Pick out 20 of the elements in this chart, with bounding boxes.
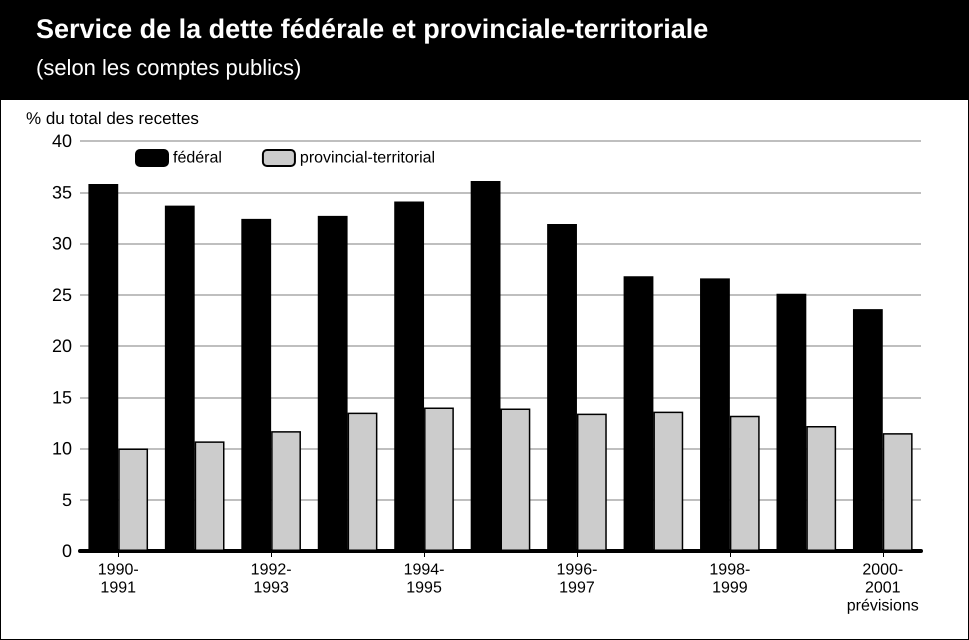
y-tick-label: 15	[52, 387, 72, 408]
x-tick-label: 1990- 1991	[98, 562, 139, 596]
x-tick-label: 1994- 1995	[404, 562, 445, 596]
y-tick-label: 25	[52, 284, 72, 305]
y-tick-label: 30	[52, 234, 72, 254]
x-tick-label: 2000- 2001 prévisions	[846, 562, 919, 614]
x-tick-label: 1992- 1993	[250, 562, 292, 596]
legend-label: provincial-territorial	[300, 150, 436, 166]
x-tick-label: 1998- 1999	[709, 562, 750, 596]
y-tick-label: 5	[62, 490, 72, 510]
y-tick-label: 35	[52, 182, 72, 202]
y-tick-label: 20	[52, 336, 72, 356]
legend-label: fédéral	[173, 150, 222, 166]
y-tick-label: 10	[52, 438, 72, 458]
chart-title: Service de la dette fédérale et provinciale-territoriale	[36, 14, 708, 45]
y-tick-label: 40	[52, 131, 72, 151]
chart-subtitle: (selon les comptes publics)	[36, 55, 302, 81]
x-tick-label: 1996- 1997	[556, 562, 598, 596]
y-axis-title: % du total des recettes	[26, 109, 199, 128]
y-tick-label: 0	[62, 541, 72, 561]
